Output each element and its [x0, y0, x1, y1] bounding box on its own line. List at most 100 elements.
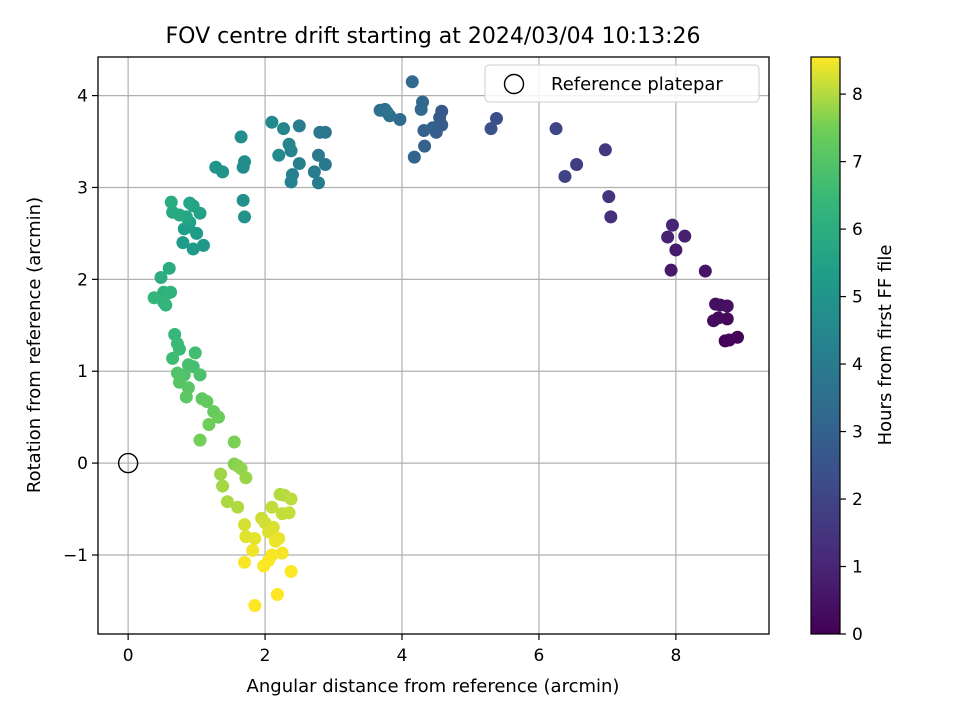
data-points: [147, 75, 745, 613]
data-point: [248, 599, 262, 613]
data-point: [193, 368, 207, 382]
data-point: [209, 160, 223, 174]
data-point: [311, 148, 325, 162]
data-point: [484, 122, 498, 136]
data-point: [238, 155, 252, 169]
data-point: [238, 210, 252, 224]
data-point: [549, 122, 563, 136]
data-point: [172, 342, 186, 356]
data-point: [707, 314, 721, 328]
y-tick-label: 0: [77, 454, 88, 474]
data-point: [318, 157, 332, 171]
y-tick-label: −1: [63, 546, 88, 566]
data-point: [665, 218, 679, 232]
reference-platepar-marker: [117, 452, 139, 474]
data-point: [709, 297, 723, 311]
data-point: [698, 264, 712, 278]
data-point: [248, 531, 262, 545]
data-point: [268, 534, 282, 548]
y-axis-label: Rotation from reference (arcmin): [24, 197, 45, 493]
data-point: [181, 358, 195, 372]
x-axis-label: Angular distance from reference (arcmin): [247, 676, 620, 697]
colorbar-label: Hours from first FF file: [875, 245, 896, 446]
x-axis-ticks: 0 2 4 6 8: [123, 634, 681, 666]
data-point: [313, 125, 327, 139]
data-point: [202, 418, 216, 432]
data-point: [598, 143, 612, 157]
colorbar: 0 1 2 3 4 5 6 7 8 Hours from first FF file: [810, 56, 896, 645]
data-point: [239, 471, 253, 485]
colorbar-tick-label: 8: [852, 85, 863, 105]
data-point: [292, 157, 306, 171]
x-tick-label: 8: [670, 646, 681, 666]
data-point: [407, 150, 421, 164]
data-point: [179, 390, 193, 404]
y-tick-label: 3: [77, 178, 88, 198]
data-point: [604, 210, 618, 224]
data-point: [272, 148, 286, 162]
data-point: [678, 229, 692, 243]
data-point: [238, 555, 252, 569]
data-point: [231, 500, 245, 514]
plot-frame: [97, 56, 770, 635]
y-tick-label: 2: [77, 270, 88, 290]
data-point: [661, 230, 675, 244]
data-point: [214, 467, 228, 481]
data-point: [292, 119, 306, 133]
y-tick-label: 1: [77, 362, 88, 382]
data-point: [246, 543, 260, 557]
x-tick-label: 6: [534, 646, 545, 666]
colorbar-tick-label: 5: [852, 288, 863, 308]
data-point: [307, 165, 321, 179]
data-point: [236, 193, 250, 207]
data-point: [558, 169, 572, 183]
legend: Reference platepar: [484, 64, 760, 103]
data-point: [570, 157, 584, 171]
data-point: [664, 263, 678, 277]
colorbar-tick-label: 3: [852, 423, 863, 443]
data-point: [261, 553, 275, 567]
y-axis-ticks: −1 0 1 2 3 4: [63, 87, 98, 566]
data-point: [270, 587, 284, 601]
data-point: [147, 291, 161, 305]
x-tick-label: 4: [397, 646, 408, 666]
data-point: [193, 433, 207, 447]
legend-marker: [503, 73, 525, 95]
y-tick-label: 4: [77, 87, 88, 107]
colorbar-tick-label: 7: [852, 153, 863, 173]
data-point: [234, 130, 248, 144]
data-point: [176, 236, 190, 250]
data-point: [220, 495, 234, 509]
data-point: [200, 395, 214, 409]
colorbar-tick-label: 0: [852, 625, 863, 645]
data-point: [722, 333, 736, 347]
colorbar-tick-label: 2: [852, 490, 863, 510]
data-point: [418, 139, 432, 153]
x-tick-label: 0: [123, 646, 134, 666]
colorbar-tick-label: 4: [852, 355, 863, 375]
data-point: [393, 112, 407, 126]
data-point: [414, 102, 428, 116]
grid-lines: [98, 57, 769, 634]
data-point: [186, 242, 200, 256]
data-point: [602, 190, 616, 204]
legend-entry-reference: Reference platepar: [551, 74, 723, 95]
data-point: [311, 176, 325, 190]
data-point: [166, 205, 180, 219]
data-point: [284, 175, 298, 189]
data-point: [164, 285, 178, 299]
reference-marker: [117, 452, 139, 474]
data-point: [417, 124, 431, 138]
data-point: [238, 518, 252, 532]
data-point: [166, 351, 180, 365]
data-point: [489, 112, 503, 126]
data-point: [261, 525, 275, 539]
data-point: [164, 195, 178, 209]
data-point: [277, 122, 291, 136]
data-point: [227, 435, 241, 449]
data-point: [282, 506, 296, 520]
data-point: [154, 271, 168, 285]
data-point: [284, 565, 298, 579]
data-point: [216, 479, 230, 493]
